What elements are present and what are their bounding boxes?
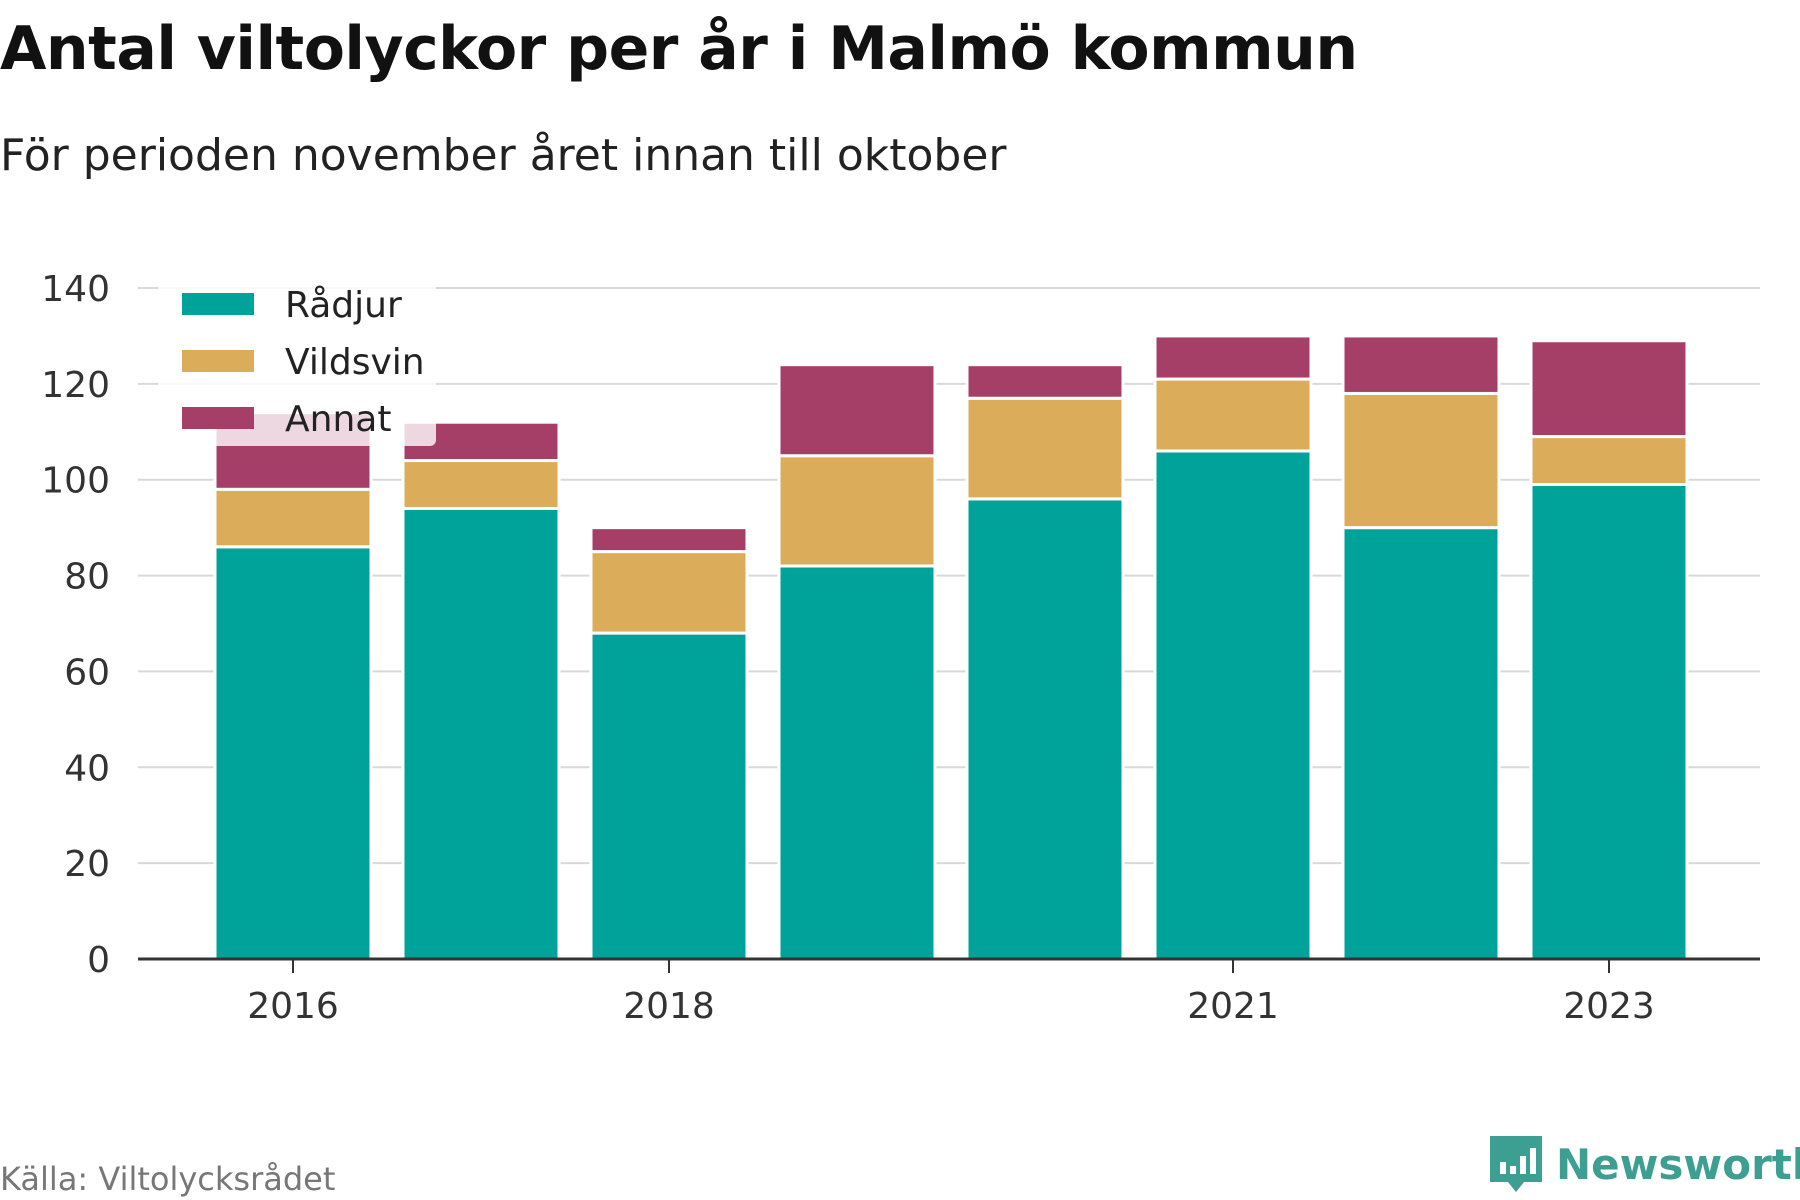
bar-vildsvin-2020: [965, 396, 1125, 501]
bar-rådjur-2019: [777, 564, 937, 961]
bar-rådjur-2020: [965, 497, 1125, 961]
legend-swatch-annat: [182, 407, 254, 429]
bar-rådjur-2021: [1153, 449, 1313, 961]
bar-rådjur-2016: [213, 545, 373, 961]
x-tick-label: 2023: [1563, 986, 1655, 1027]
bar-annat-2020: [965, 363, 1125, 400]
bar-vildsvin-2023: [1529, 435, 1689, 487]
bar-rådjur-2022: [1341, 526, 1501, 961]
legend-box: [158, 276, 436, 446]
x-tick-label: 2016: [247, 986, 339, 1027]
chart-subtitle: För perioden november året innan till ok…: [0, 130, 1007, 181]
bar-rådjur-2017: [401, 506, 561, 961]
chart-title: Antal viltolyckor per år i Malmö kommun: [0, 14, 1358, 84]
bar-vildsvin-2018: [589, 550, 749, 635]
x-tick-label: 2021: [1187, 986, 1279, 1027]
legend-label-rådjur: Rådjur: [285, 285, 402, 326]
y-tick-label: 80: [64, 557, 110, 598]
brand-name: Newsworthy: [1556, 1139, 1800, 1189]
y-tick-label: 40: [64, 748, 110, 789]
axes: 0 20 40 60 80 100 120 140 2016 2018 2021 2023: [41, 269, 1760, 1027]
x-tick-label: 2018: [623, 986, 715, 1027]
bar-annat-2018: [589, 526, 749, 554]
legend-label-vildsvin: Vildsvin: [285, 342, 425, 383]
bar-vildsvin-2021: [1153, 377, 1313, 453]
bar-vildsvin-2022: [1341, 391, 1501, 530]
legend-swatch-rådjur: [182, 293, 254, 315]
bar-annat-2023: [1529, 339, 1689, 439]
y-tick-label: 120: [41, 365, 110, 406]
bar-vildsvin-2017: [401, 459, 561, 510]
legend-swatch-vildsvin: [182, 350, 254, 372]
y-tick-label: 140: [41, 269, 110, 310]
source-note: Källa: Viltolycksrådet: [0, 1160, 336, 1198]
y-tick-label: 20: [64, 844, 110, 885]
y-tick-label: 60: [64, 652, 110, 693]
legend: Rådjur Vildsvin Annat: [158, 276, 436, 446]
y-tick-label: 100: [41, 461, 110, 502]
bar-rådjur-2018: [589, 631, 749, 961]
bar-annat-2022: [1341, 334, 1501, 395]
bar-annat-2019: [777, 363, 937, 458]
brand[interactable]: Newsworthy: [1490, 1136, 1800, 1192]
y-tick-label: 0: [87, 940, 110, 981]
bar-vildsvin-2016: [213, 487, 373, 549]
bar-rådjur-2023: [1529, 483, 1689, 961]
bar-annat-2021: [1153, 334, 1313, 381]
legend-label-annat: Annat: [285, 399, 391, 440]
newsworthy-logo-icon: [1490, 1136, 1542, 1192]
bar-vildsvin-2019: [777, 454, 937, 568]
